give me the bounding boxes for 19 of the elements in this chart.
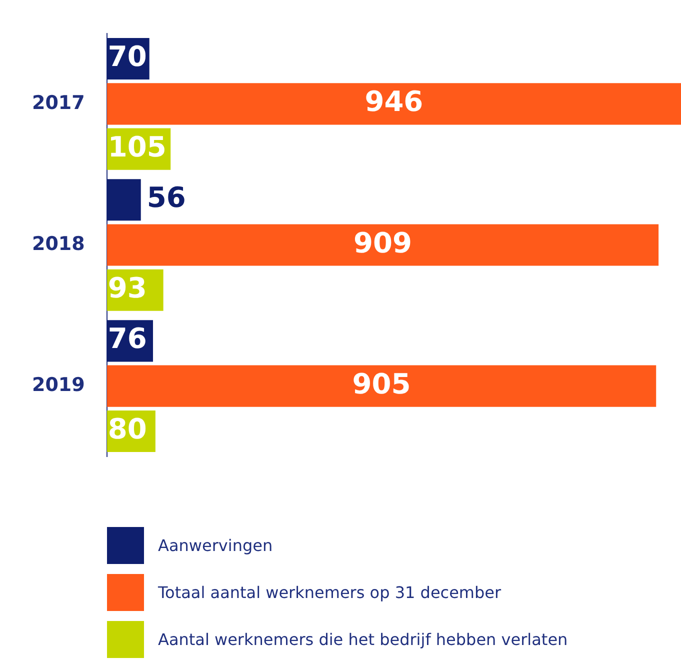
- data-label: 76: [108, 322, 147, 356]
- data-label: 946: [364, 85, 424, 118]
- bar: [106, 365, 656, 407]
- data-label: 105: [108, 130, 166, 164]
- y-tick-label: 2019: [32, 374, 85, 396]
- data-label: 93: [108, 271, 147, 304]
- data-label: 905: [352, 367, 411, 400]
- bar: [106, 224, 659, 266]
- legend-label: Aanwervingen: [158, 536, 273, 555]
- data-label: 909: [353, 226, 412, 260]
- data-label: 80: [108, 412, 147, 446]
- legend-label: Aantal werknemers die het bedrijf hebben verlaten: [158, 630, 568, 649]
- y-tick-label: 2017: [32, 92, 85, 114]
- data-label: 56: [146, 181, 186, 214]
- legend-label: Totaal aantal werknemers op 31 december: [158, 583, 502, 602]
- data-label: 70: [108, 40, 147, 74]
- bar: [106, 83, 681, 125]
- y-tick-label: 2018: [32, 232, 85, 255]
- bar: [106, 179, 141, 221]
